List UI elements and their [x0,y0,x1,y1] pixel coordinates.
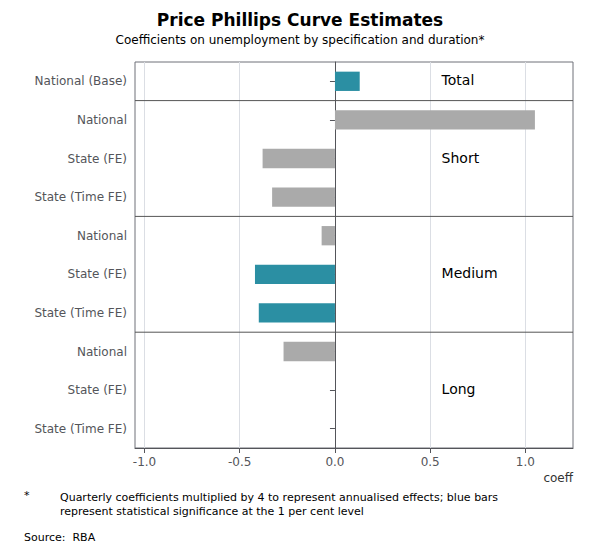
svg-text:Price Phillips Curve Estimates: Price Phillips Curve Estimates [157,10,443,30]
svg-text:1.0: 1.0 [516,455,535,469]
svg-text:coeff: coeff [543,471,573,485]
svg-text:-0.5: -0.5 [228,455,251,469]
svg-text:0.0: 0.0 [325,455,344,469]
svg-text:State (Time FE): State (Time FE) [34,306,127,320]
svg-text:Total: Total [441,72,475,88]
svg-text:Short: Short [442,150,480,166]
svg-text:State (FE): State (FE) [68,383,127,397]
svg-text:National (Base): National (Base) [35,74,127,88]
svg-text:-1.0: -1.0 [133,455,156,469]
svg-text:National: National [77,229,127,243]
svg-text:State (FE): State (FE) [68,152,127,166]
svg-text:*: * [24,489,30,502]
svg-text:National: National [77,345,127,359]
svg-text:Quarterly coefficients multipl: Quarterly coefficients multiplied by 4 t… [60,491,498,504]
svg-text:State (FE): State (FE) [68,267,127,281]
svg-text:Coefficients on unemployment b: Coefficients on unemployment by specific… [116,33,485,47]
svg-text:Long: Long [442,381,476,397]
svg-text:represent statistical signific: represent statistical significance at th… [60,505,364,518]
svg-text:Source: RBA: Source: RBA [24,531,96,544]
svg-text:0.5: 0.5 [421,455,440,469]
svg-text:Medium: Medium [442,265,498,281]
svg-text:National: National [77,113,127,127]
svg-text:State (Time FE): State (Time FE) [34,422,127,436]
svg-text:State (Time FE): State (Time FE) [34,190,127,204]
